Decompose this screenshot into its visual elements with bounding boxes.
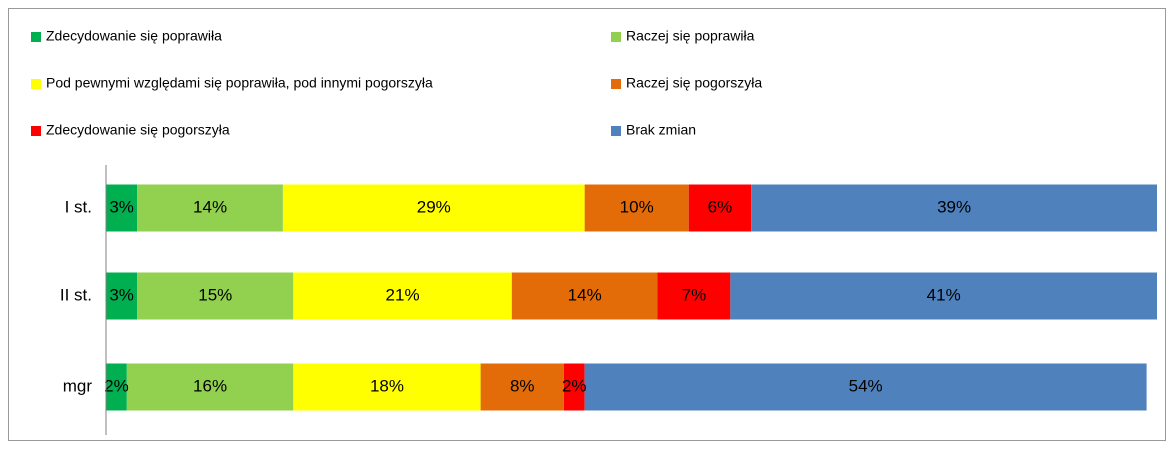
legend-label: Zdecydowanie się pogorszyła xyxy=(46,122,230,138)
data-label: 7% xyxy=(682,285,707,304)
bar-segment xyxy=(106,272,138,320)
data-label: 2% xyxy=(104,376,129,395)
legend-label: Brak zmian xyxy=(626,122,696,138)
bar-segment xyxy=(106,184,138,232)
data-label: 21% xyxy=(386,285,420,304)
bar-segment xyxy=(730,272,1157,320)
data-label: 54% xyxy=(849,376,883,395)
bar-segment xyxy=(584,363,1147,411)
legend-label: Pod pewnymi względami się poprawiła, pod… xyxy=(46,75,433,91)
bar-segment xyxy=(106,363,127,411)
bar-segment xyxy=(563,363,585,411)
data-label: 15% xyxy=(198,285,232,304)
data-label: 3% xyxy=(109,285,134,304)
data-label: 39% xyxy=(937,197,971,216)
bar-segment xyxy=(751,184,1157,232)
data-label: 3% xyxy=(109,197,134,216)
legend-label: Raczej się pogorszyła xyxy=(626,75,762,91)
data-label: 18% xyxy=(370,376,404,395)
legend-label: Zdecydowanie się poprawiła xyxy=(46,28,222,44)
data-label: 8% xyxy=(510,376,535,395)
legend-swatch xyxy=(31,79,41,89)
data-label: 14% xyxy=(193,197,227,216)
data-label: 2% xyxy=(562,376,587,395)
legend-label: Raczej się poprawiła xyxy=(626,28,755,44)
bar-segment xyxy=(137,184,283,232)
data-label: 6% xyxy=(708,197,733,216)
data-label: 10% xyxy=(620,197,654,216)
data-label: 14% xyxy=(568,285,602,304)
legend-swatch xyxy=(611,126,621,136)
data-label: 29% xyxy=(417,197,451,216)
y-tick-label: I st. xyxy=(65,197,92,216)
bar-segment xyxy=(293,272,512,320)
bar-segment xyxy=(126,363,294,411)
legend-swatch xyxy=(31,32,41,42)
bar-segment xyxy=(137,272,294,320)
y-tick-label: II st. xyxy=(60,285,92,304)
bar-segment xyxy=(282,184,585,232)
legend-swatch xyxy=(611,79,621,89)
bar-segment xyxy=(480,363,564,411)
data-label: 41% xyxy=(927,285,961,304)
bar-segment xyxy=(293,363,481,411)
y-tick-label: mgr xyxy=(63,376,93,395)
bar-segment xyxy=(511,272,658,320)
legend-swatch xyxy=(31,126,41,136)
bar-segment xyxy=(688,184,752,232)
bar-segment xyxy=(657,272,731,320)
legend-swatch xyxy=(611,32,621,42)
bar-segment xyxy=(584,184,689,232)
data-label: 16% xyxy=(193,376,227,395)
